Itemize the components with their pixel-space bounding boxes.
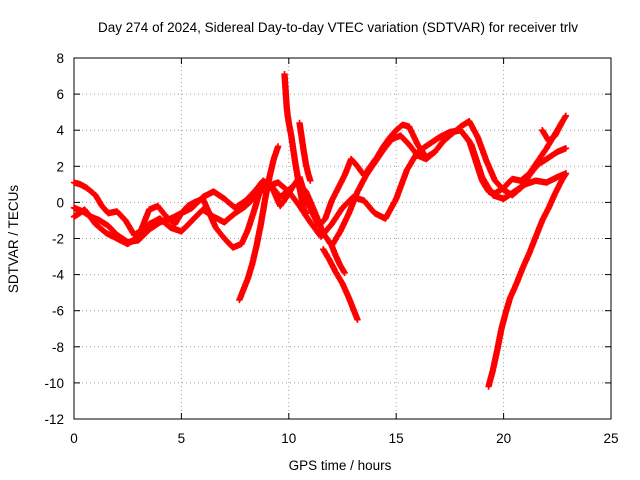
y-tick-label: -6 [52,304,64,319]
series-track-h-drop [328,242,348,276]
y-tick-label: -12 [44,412,64,427]
x-axis-label: GPS time / hours [289,458,392,473]
chart-title: Day 274 of 2024, Sidereal Day-to-day VTE… [98,20,578,35]
data-series [70,71,570,390]
marker-path-track-e-spike [281,71,310,217]
marker-path-track-f-spike [296,119,314,184]
y-tick-label: 6 [56,87,64,102]
x-tick-label: 0 [70,431,78,446]
y-tick-label: 4 [56,123,64,138]
y-tick-label: -10 [44,376,64,391]
x-tick-label: 10 [281,431,296,446]
x-tick-label: 20 [496,431,511,446]
y-tick-label: -4 [52,268,64,283]
marker-path-track-d-dip [236,143,282,304]
marker-path-track-h-drop [328,242,348,276]
x-tick-label: 15 [389,431,404,446]
series-track-j-late [539,119,565,145]
x-tick-label: 25 [603,431,618,446]
y-tick-label: 2 [56,159,64,174]
y-axis-label: SDTVAR / TECUs [6,185,21,294]
series-track-i-climb [485,170,570,390]
series-track-g-drop [320,246,361,323]
y-tick-label: -8 [52,340,64,355]
series-track-e-spike [281,71,310,217]
grid-lines [74,58,611,419]
x-tick-label: 5 [178,431,186,446]
series-track-f-spike [296,119,314,184]
series-track-d-dip [236,143,282,304]
y-tick-label: -2 [52,232,64,247]
y-tick-label: 8 [56,51,64,66]
marker-path-track-j-late [539,119,565,145]
marker-path-track-g-drop [320,246,361,323]
axis-ticks: 0 5 10 15 20 25 -12 -10 -8 -6 -4 -2 0 2 4 6 8 [44,51,618,446]
y-tick-label: 0 [56,195,64,210]
marker-path-track-i-climb [485,170,570,390]
